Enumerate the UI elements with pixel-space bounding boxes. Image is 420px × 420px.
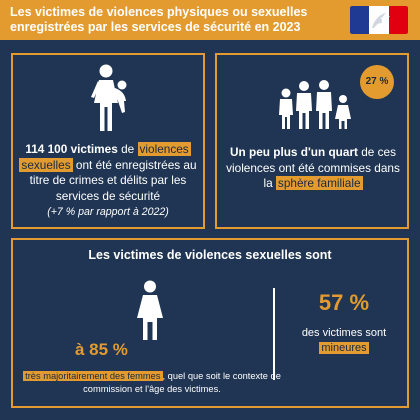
family-sphere-text: Un peu plus d'un quart de ces violences … xyxy=(223,145,403,192)
panel-sexual-violence-count: 114 100 victimes de violences sexuelles … xyxy=(11,53,205,229)
flag-marianne-icon xyxy=(350,6,408,34)
women-description-rest: , quel que soit le contexte de commissio… xyxy=(83,371,281,394)
republique-francaise-logo xyxy=(350,6,408,34)
vertical-divider xyxy=(273,288,275,380)
highlight-family-sphere: sphère familiale xyxy=(275,176,363,191)
women-percentage: à 85 % xyxy=(75,340,128,359)
victims-count: 114 100 victimes xyxy=(25,142,118,156)
page-title: Les victimes de violences physiques ou s… xyxy=(10,5,308,34)
header-banner: Les victimes de violences physiques ou s… xyxy=(0,0,420,40)
victims-text-b: ont été enregistrées au titre de crimes … xyxy=(29,157,197,203)
minors-text-a: des victimes sont xyxy=(301,327,387,339)
family-icon xyxy=(279,80,351,129)
minors-text: des victimes sont mineures xyxy=(289,326,399,356)
victim-profile-title: Les victimes de violences sexuelles sont xyxy=(88,248,332,262)
victims-count-text: 114 100 victimes de violences sexuelles … xyxy=(17,142,199,221)
highlight-minors: mineures xyxy=(319,342,369,354)
minors-percentage: 57 % xyxy=(318,290,370,315)
quarter-bold-text: Un peu plus d'un quart xyxy=(229,145,358,159)
highlight-women: très majoritairement des femmes xyxy=(23,371,163,381)
woman-with-child-icon xyxy=(91,64,127,131)
woman-icon xyxy=(137,280,163,340)
women-description: très majoritairement des femmes, quel qu… xyxy=(17,370,287,396)
percentage-badge: 27 % xyxy=(360,65,394,99)
family-text-a: de ces violences ont été commises dans l… xyxy=(226,145,400,191)
panel-family-sphere: 27 % Un peu plus d'un quart de ces viole… xyxy=(215,53,409,229)
victims-text-a: de xyxy=(117,142,138,156)
yearly-change-note: (+7 % par rapport à 2022) xyxy=(47,206,169,219)
panel-victim-profile: Les victimes de violences sexuelles sont… xyxy=(11,238,409,408)
